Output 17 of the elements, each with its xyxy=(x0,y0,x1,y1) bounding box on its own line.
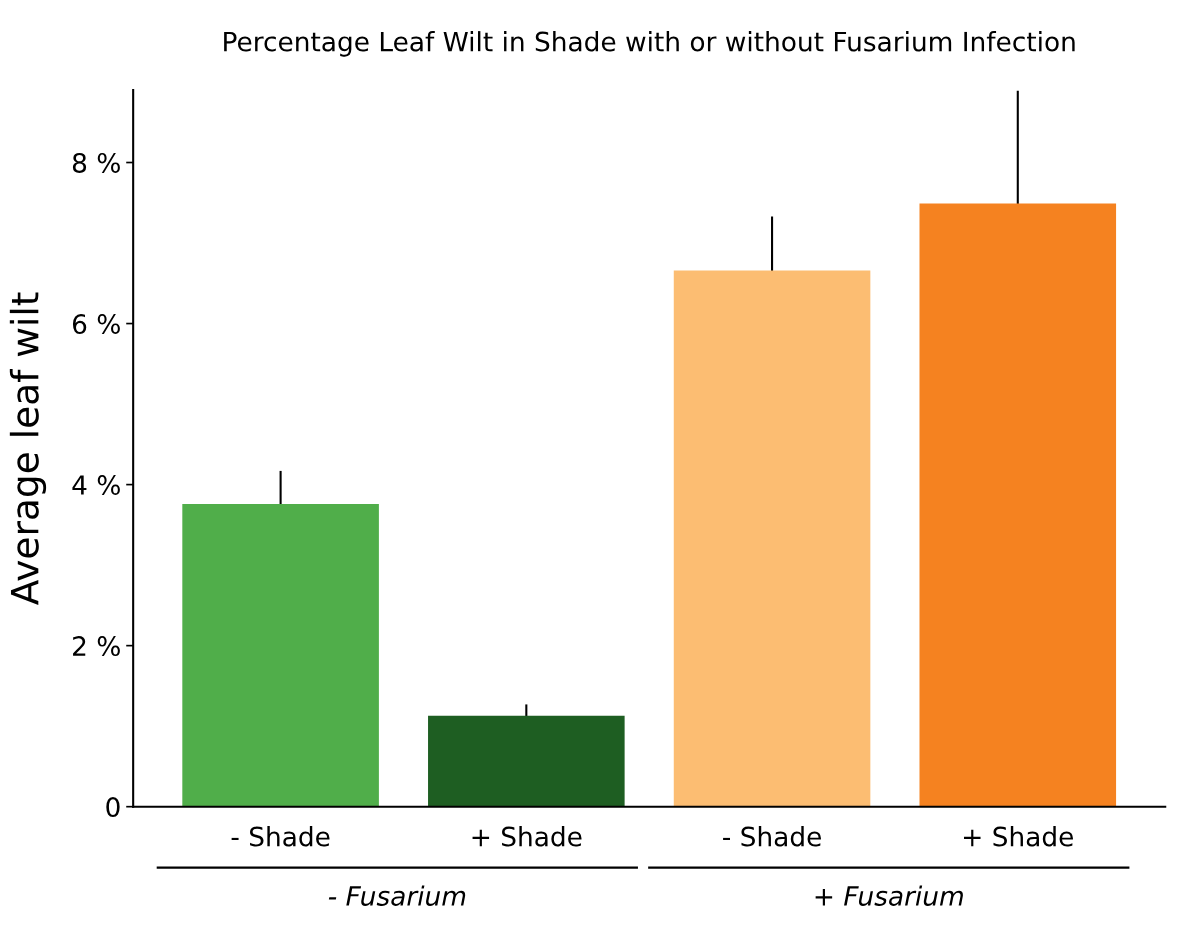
bar xyxy=(673,270,871,807)
y-tick-label: 0 xyxy=(106,797,120,818)
text: + Fusarium xyxy=(815,885,963,906)
y-tick-label: 4 % xyxy=(72,475,120,495)
chart-title: Percentage Leaf Wilt in Shade with or without Fusarium Infection xyxy=(224,31,1075,57)
y-tick-label: 6 % xyxy=(72,314,120,334)
y-axis-title: Average leaf wilt xyxy=(9,292,47,605)
bar xyxy=(919,203,1117,807)
x-tick-label: - Shade xyxy=(231,826,330,847)
y-tick-label: 2 % xyxy=(73,636,120,657)
x-tick-label: + Shade xyxy=(472,826,582,847)
bar xyxy=(182,503,379,807)
x-tick-label: - Shade xyxy=(723,826,821,847)
y-tick-label: 8 % xyxy=(72,152,120,173)
x-tick-label: + Shade xyxy=(964,826,1073,847)
text: - Fusarium xyxy=(328,885,466,906)
bar xyxy=(428,715,625,807)
